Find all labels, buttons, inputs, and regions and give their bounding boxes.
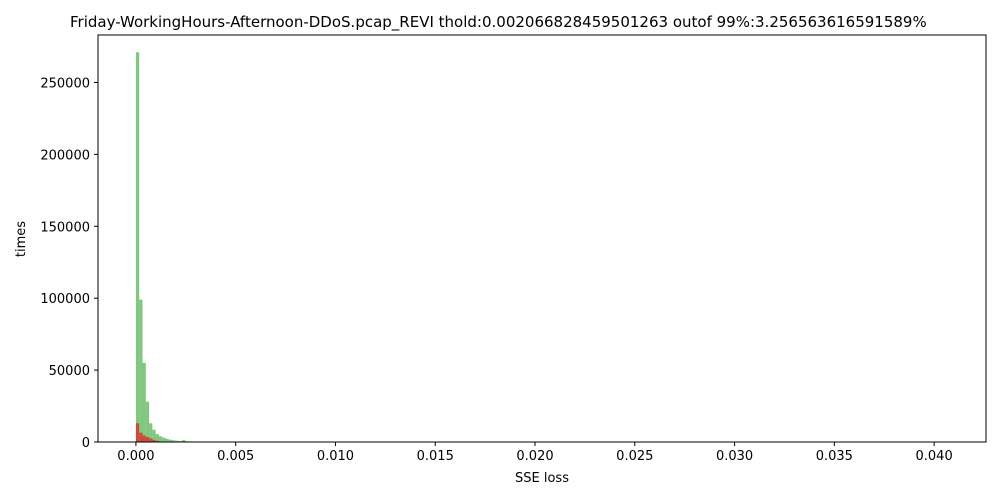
plot-frame [98,35,986,442]
x-tick-label: 0.030 [716,449,753,464]
x-tick-label: 0.010 [317,449,354,464]
histogram-bar-series-2 [142,436,145,442]
y-axis: 0 50000 100000 150000 200000 250000 [40,76,98,451]
y-axis-label: times [14,221,29,257]
x-tick-label: 0.020 [516,449,553,464]
x-axis: 0.000 0.005 0.010 0.015 0.020 0.025 0.030 0.035… [117,442,952,464]
y-tick-label: 50000 [49,364,90,379]
histogram-bar-series-1 [142,363,145,442]
histogram-bar-series-1 [146,402,149,442]
x-axis-label: SSE loss [515,471,569,486]
histogram-bar-series-1 [136,52,139,442]
x-tick-label: 0.000 [117,449,154,464]
histogram-bar-series-2 [139,433,142,442]
y-tick-label: 150000 [40,220,90,235]
histogram-bar-series-1 [159,436,162,442]
histogram-bar-series-2 [146,437,149,442]
x-tick-label: 0.040 [916,449,953,464]
y-tick-label: 100000 [40,292,90,307]
y-tick-label: 250000 [40,76,90,91]
y-tick-label: 0 [82,436,90,451]
x-tick-label: 0.005 [217,449,254,464]
histogram-bar-series-1 [156,434,159,442]
histogram-bar-series-1 [139,300,142,442]
y-tick-label: 200000 [40,148,90,163]
histogram-bar-series-1 [162,438,165,442]
bars-layer [136,52,205,442]
chart-title: Friday-WorkingHours-Afternoon-DDoS.pcap_… [70,13,927,32]
x-tick-label: 0.025 [616,449,653,464]
x-tick-label: 0.015 [417,449,454,464]
x-tick-label: 0.035 [816,449,853,464]
histogram-bar-series-2 [149,438,152,442]
histogram-bar-series-2 [136,423,139,442]
